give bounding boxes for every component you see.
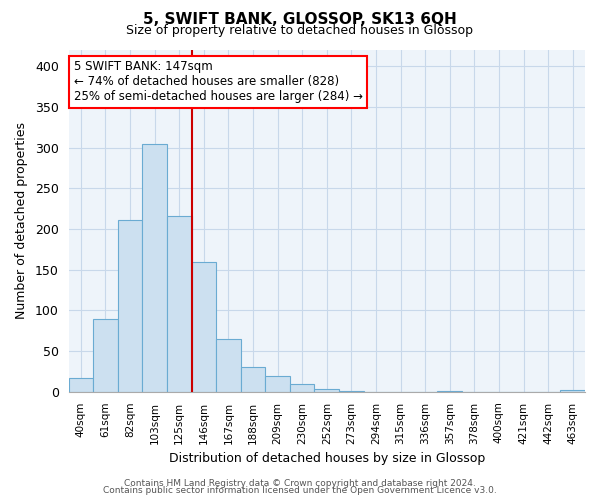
Bar: [191, 262, 216, 392]
Bar: [290, 384, 314, 392]
Text: Size of property relative to detached houses in Glossop: Size of property relative to detached ho…: [127, 24, 473, 37]
Bar: [118, 220, 142, 392]
Text: Contains public sector information licensed under the Open Government Licence v3: Contains public sector information licen…: [103, 486, 497, 495]
Bar: [437, 391, 462, 392]
Bar: [167, 216, 191, 392]
Bar: [93, 318, 118, 392]
Bar: [265, 376, 290, 392]
Y-axis label: Number of detached properties: Number of detached properties: [15, 122, 28, 320]
X-axis label: Distribution of detached houses by size in Glossop: Distribution of detached houses by size …: [169, 452, 485, 465]
Bar: [216, 339, 241, 392]
Bar: [68, 378, 93, 392]
Text: 5 SWIFT BANK: 147sqm
← 74% of detached houses are smaller (828)
25% of semi-deta: 5 SWIFT BANK: 147sqm ← 74% of detached h…: [74, 60, 363, 104]
Bar: [560, 390, 585, 392]
Bar: [241, 366, 265, 392]
Bar: [339, 391, 364, 392]
Bar: [314, 388, 339, 392]
Bar: [142, 144, 167, 392]
Text: Contains HM Land Registry data © Crown copyright and database right 2024.: Contains HM Land Registry data © Crown c…: [124, 478, 476, 488]
Text: 5, SWIFT BANK, GLOSSOP, SK13 6QH: 5, SWIFT BANK, GLOSSOP, SK13 6QH: [143, 12, 457, 28]
